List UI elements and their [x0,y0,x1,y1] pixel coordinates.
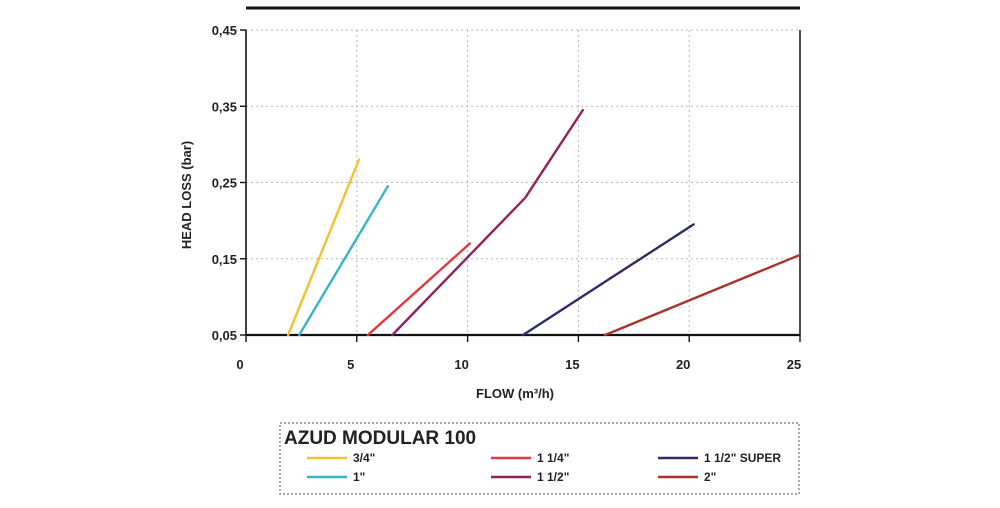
x-tick-label: 25 [787,357,801,372]
x-tick-label: 20 [676,357,690,372]
x-tick-label: 15 [565,357,579,372]
legend-box [279,422,800,495]
y-tick-label: 0,25 [212,176,237,191]
y-tick-label: 0,45 [212,23,237,38]
y-tick-label: 0,05 [212,328,237,343]
y-tick-label: 0,35 [212,99,237,114]
x-tick-label: 10 [454,357,468,372]
legend-label: 1 1/2" [537,470,569,484]
series-line [286,158,361,337]
x-axis-title: FLOW (m³/h) [476,386,554,401]
legend-title: AZUD MODULAR 100 [284,428,476,449]
ticks: 0 5 10 15 20 25 0,05 0,15 0,25 0,35 0,45 [212,23,802,372]
series-line [298,185,389,337]
y-tick-label: 0,15 [212,252,237,267]
legend-label: 1 1/4" [537,451,569,465]
series-line [366,242,471,337]
legend: 3/4" 1" 1 1/4" 1 1/2" 1 1/2" SUPER 2" [307,451,781,484]
legend-label: 1 1/2" SUPER [704,451,781,465]
x-tick-label: 5 [347,357,354,372]
legend-label: 3/4" [353,451,375,465]
legend-label: 2" [704,470,716,484]
grid [246,29,801,335]
x-tick-label: 0 [236,357,243,372]
series-line [603,253,802,337]
series-line [521,223,695,337]
series-line [391,108,584,337]
y-axis-title: HEAD LOSS (bar) [179,141,194,249]
series-lines [286,108,802,337]
legend-label: 1" [353,470,365,484]
